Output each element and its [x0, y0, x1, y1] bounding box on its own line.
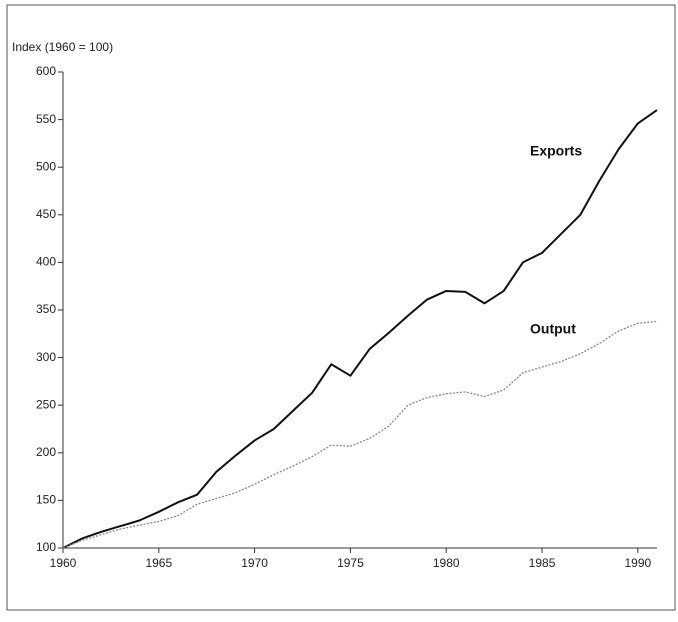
y-tick-label: 450 — [36, 207, 56, 221]
y-tick-label: 200 — [36, 445, 56, 459]
y-tick-label: 250 — [36, 397, 56, 411]
y-tick-label: 350 — [36, 302, 56, 316]
x-tick-label: 1970 — [241, 556, 268, 570]
frame — [6, 4, 676, 611]
y-tick-label: 550 — [36, 112, 56, 126]
y-tick-label: 100 — [36, 540, 56, 554]
series-label: Output — [530, 321, 576, 337]
y-tick-label: 400 — [36, 255, 56, 269]
x-tick-label: 1990 — [624, 556, 651, 570]
series-label: Exports — [530, 143, 582, 159]
y-tick-label: 300 — [36, 350, 56, 364]
x-tick-label: 1985 — [529, 556, 556, 570]
y-axis-label: Index (1960 = 100) — [12, 40, 113, 54]
y-tick-label: 150 — [36, 493, 56, 507]
x-tick-label: 1975 — [337, 556, 364, 570]
x-tick-label: 1965 — [145, 556, 172, 570]
x-tick-label: 1960 — [50, 556, 77, 570]
y-tick-label: 600 — [36, 64, 56, 78]
y-tick-label: 500 — [36, 159, 56, 173]
series-line — [62, 109, 658, 549]
series-line — [62, 320, 658, 549]
x-tick-label: 1980 — [433, 556, 460, 570]
